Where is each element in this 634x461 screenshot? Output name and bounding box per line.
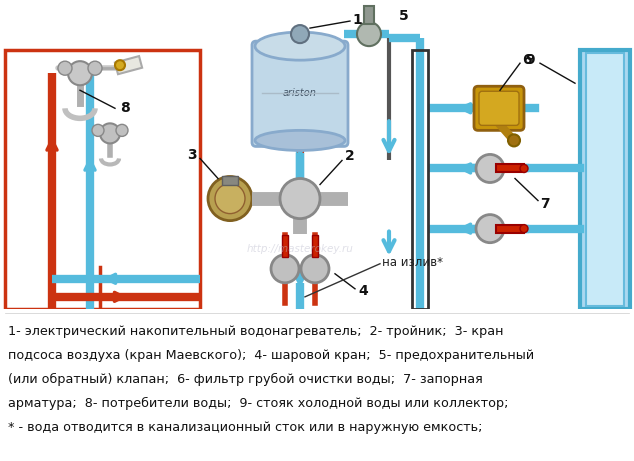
Circle shape	[476, 154, 504, 183]
Bar	[496, 225, 524, 233]
Bar	[364, 6, 374, 24]
Text: ariston: ariston	[283, 88, 317, 98]
Text: арматура;  8- потребители воды;  9- стояк холодной воды или коллектор;: арматура; 8- потребители воды; 9- стояк …	[8, 397, 508, 410]
Bar	[282, 235, 288, 257]
Text: подсоса воздуха (кран Маевского);  4- шаровой кран;  5- предохранительный: подсоса воздуха (кран Маевского); 4- шар…	[8, 349, 534, 362]
Ellipse shape	[255, 32, 345, 60]
FancyBboxPatch shape	[252, 41, 348, 147]
Text: 9: 9	[526, 53, 535, 67]
Circle shape	[301, 255, 329, 283]
Circle shape	[357, 22, 381, 46]
Text: 2: 2	[345, 149, 355, 164]
Circle shape	[115, 60, 125, 70]
Bar	[412, 50, 428, 309]
Circle shape	[116, 124, 128, 136]
Circle shape	[58, 61, 72, 75]
Text: http://masterokey.ru: http://masterokey.ru	[247, 244, 353, 254]
Circle shape	[88, 61, 102, 75]
Circle shape	[520, 165, 528, 172]
Text: 5: 5	[399, 9, 409, 23]
Circle shape	[100, 124, 120, 143]
Text: 8: 8	[120, 101, 130, 115]
Circle shape	[291, 25, 309, 43]
Circle shape	[280, 178, 320, 219]
Circle shape	[208, 177, 252, 221]
Bar	[5, 50, 200, 309]
Bar	[312, 235, 318, 257]
FancyBboxPatch shape	[474, 86, 524, 130]
Text: * - вода отводится в канализационный сток или в наружную емкость;: * - вода отводится в канализационный сто…	[8, 421, 482, 434]
FancyBboxPatch shape	[479, 91, 519, 125]
Bar	[586, 53, 624, 306]
Circle shape	[92, 124, 104, 136]
Text: 1: 1	[352, 13, 362, 27]
Circle shape	[508, 134, 520, 147]
Circle shape	[520, 225, 528, 233]
Text: на излив*: на излив*	[382, 256, 443, 269]
Bar	[222, 177, 238, 184]
Text: 7: 7	[540, 196, 550, 211]
Text: 6: 6	[522, 53, 532, 67]
Text: 1- электрический накопительный водонагреватель;  2- тройник;  3- кран: 1- электрический накопительный водонагре…	[8, 325, 503, 338]
Circle shape	[476, 215, 504, 242]
Text: 3: 3	[187, 148, 197, 162]
Bar	[580, 50, 630, 309]
Circle shape	[68, 61, 92, 85]
Text: (или обратный) клапан;  6- фильтр грубой очистки воды;  7- запорная: (или обратный) клапан; 6- фильтр грубой …	[8, 373, 482, 386]
Circle shape	[271, 255, 299, 283]
Bar	[115, 56, 142, 74]
Ellipse shape	[255, 130, 345, 150]
Text: 4: 4	[358, 284, 368, 298]
Circle shape	[215, 183, 245, 213]
Bar	[496, 165, 524, 172]
